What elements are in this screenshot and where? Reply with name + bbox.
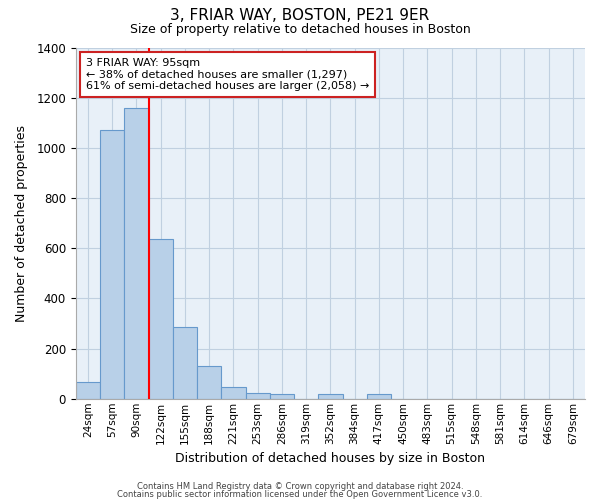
Bar (76, 382, 100, 399)
Bar (173, 328, 197, 399)
Text: Size of property relative to detached houses in Boston: Size of property relative to detached ho… (130, 22, 470, 36)
Bar (245, 393, 270, 399)
X-axis label: Distribution of detached houses by size in Boston: Distribution of detached houses by size … (175, 452, 485, 465)
Bar (197, 366, 221, 399)
Bar (270, 394, 294, 399)
Bar (124, 108, 149, 399)
Y-axis label: Number of detached properties: Number of detached properties (15, 124, 28, 322)
Bar (100, 130, 124, 399)
Bar (221, 386, 245, 399)
Text: 3 FRIAR WAY: 95sqm
← 38% of detached houses are smaller (1,297)
61% of semi-deta: 3 FRIAR WAY: 95sqm ← 38% of detached hou… (86, 58, 370, 91)
Bar (318, 394, 343, 399)
Bar (149, 240, 173, 399)
Bar (367, 394, 391, 399)
Text: Contains HM Land Registry data © Crown copyright and database right 2024.: Contains HM Land Registry data © Crown c… (137, 482, 463, 491)
Text: Contains public sector information licensed under the Open Government Licence v3: Contains public sector information licen… (118, 490, 482, 499)
Text: 3, FRIAR WAY, BOSTON, PE21 9ER: 3, FRIAR WAY, BOSTON, PE21 9ER (170, 8, 430, 22)
